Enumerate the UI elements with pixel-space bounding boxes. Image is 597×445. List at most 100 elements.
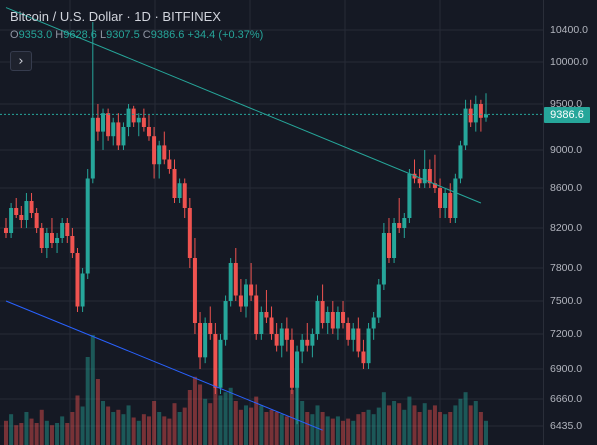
volume-bar: [60, 416, 65, 445]
candle-body: [351, 328, 356, 340]
volume-bar: [85, 357, 90, 445]
candle-body: [453, 178, 458, 218]
trend-line: [5, 300, 323, 431]
ohlc-values: O9353.0 H9628.6 L9307.5 C9386.6 +34.4 (+…: [10, 29, 263, 41]
volume-bar: [198, 384, 203, 445]
candle-body: [325, 312, 330, 323]
candle-body: [49, 233, 54, 243]
candle-body: [233, 263, 238, 296]
candle-body: [320, 301, 325, 323]
volume-bar: [121, 414, 126, 445]
candle-body: [371, 317, 376, 329]
candle-body: [305, 339, 310, 346]
candle-body: [284, 328, 289, 340]
candle-body: [274, 334, 279, 346]
candle-body: [19, 215, 24, 220]
volume-bar: [44, 420, 49, 445]
open-label: O: [10, 29, 19, 41]
price-tick-label: 6900.0: [550, 363, 583, 375]
candle-body: [223, 301, 228, 340]
volume-bar: [126, 405, 131, 445]
volume-bar: [371, 414, 376, 445]
expand-legend-button[interactable]: ›: [10, 51, 32, 71]
volume-bar: [238, 409, 243, 445]
candle-body: [167, 159, 172, 169]
grid-lines: [0, 0, 543, 445]
volume-bar: [392, 401, 397, 445]
candle-body: [203, 323, 208, 358]
high-label: H: [55, 29, 64, 41]
low-value: 9307.5: [106, 29, 140, 41]
candle-body: [468, 108, 473, 123]
volume-bar: [478, 412, 483, 445]
candle-body: [80, 273, 85, 307]
candle-body: [198, 323, 203, 358]
candle-body: [254, 295, 259, 334]
volume-bar: [279, 414, 284, 445]
candle-body: [218, 339, 223, 388]
candle-body: [310, 334, 315, 346]
candle-body: [473, 104, 478, 123]
candle-body: [417, 178, 422, 184]
candle-body: [9, 208, 14, 233]
volume-bar: [192, 376, 197, 445]
candle-body: [131, 108, 136, 123]
candle-body: [386, 233, 391, 258]
volume-bar: [264, 412, 269, 445]
candle-body: [295, 351, 300, 388]
volume-bar: [356, 414, 361, 445]
volume-bar: [315, 405, 320, 445]
close-label: C: [142, 29, 151, 41]
volume-bar: [366, 409, 371, 445]
volume-bar: [136, 420, 141, 445]
volume-bar: [402, 409, 407, 445]
volume-bar: [305, 412, 310, 445]
price-tick-label: 8200.0: [550, 222, 583, 234]
trend-line: [5, 7, 482, 204]
volume-bar: [259, 405, 264, 445]
price-tick-label: 7800.0: [550, 262, 583, 274]
candle-body: [187, 208, 192, 258]
price-tick-label: 10000.0: [550, 56, 588, 68]
volume-bar: [249, 407, 254, 445]
price-axis[interactable]: 10400.0 10000.0 9500.0 9000.0 8600.0 8200.0 78…: [543, 0, 597, 445]
volume-bar: [19, 423, 24, 445]
last-price-tag: 9386.6: [544, 107, 590, 123]
volume-bar: [407, 396, 412, 445]
high-value: 9628.6: [63, 29, 97, 41]
volume-bar: [448, 412, 453, 445]
candle-body: [126, 108, 131, 127]
candle-body: [244, 284, 248, 307]
volume-bar: [351, 420, 356, 445]
candle-body: [75, 253, 80, 307]
volume-bar: [458, 398, 463, 445]
volume-bar: [182, 407, 187, 445]
candle-body: [162, 145, 167, 160]
candle-body: [346, 323, 351, 340]
volume-bar: [473, 401, 478, 445]
volume-bar: [65, 423, 70, 445]
volume-bar: [274, 412, 279, 445]
volume-bar: [228, 387, 233, 445]
candle-body: [361, 351, 366, 364]
candle-body: [116, 122, 121, 146]
volume-bar: [463, 392, 468, 445]
chart-canvas[interactable]: [0, 0, 543, 445]
volume-bar: [427, 409, 432, 445]
volume-bar: [218, 395, 223, 445]
volume-bar: [213, 384, 218, 445]
volume-bar: [335, 416, 340, 445]
volume-bar: [187, 390, 192, 445]
candle-body: [146, 127, 151, 137]
candle-body: [259, 312, 264, 334]
candle-body: [34, 213, 39, 228]
candle-body: [448, 193, 453, 218]
volume-bar: [9, 414, 14, 445]
volume-bar: [80, 406, 85, 445]
candle-body: [335, 312, 340, 329]
candle-body: [289, 339, 294, 388]
volume-bar: [131, 417, 136, 445]
volume-bar: [443, 414, 448, 445]
volume-bar: [55, 423, 60, 445]
